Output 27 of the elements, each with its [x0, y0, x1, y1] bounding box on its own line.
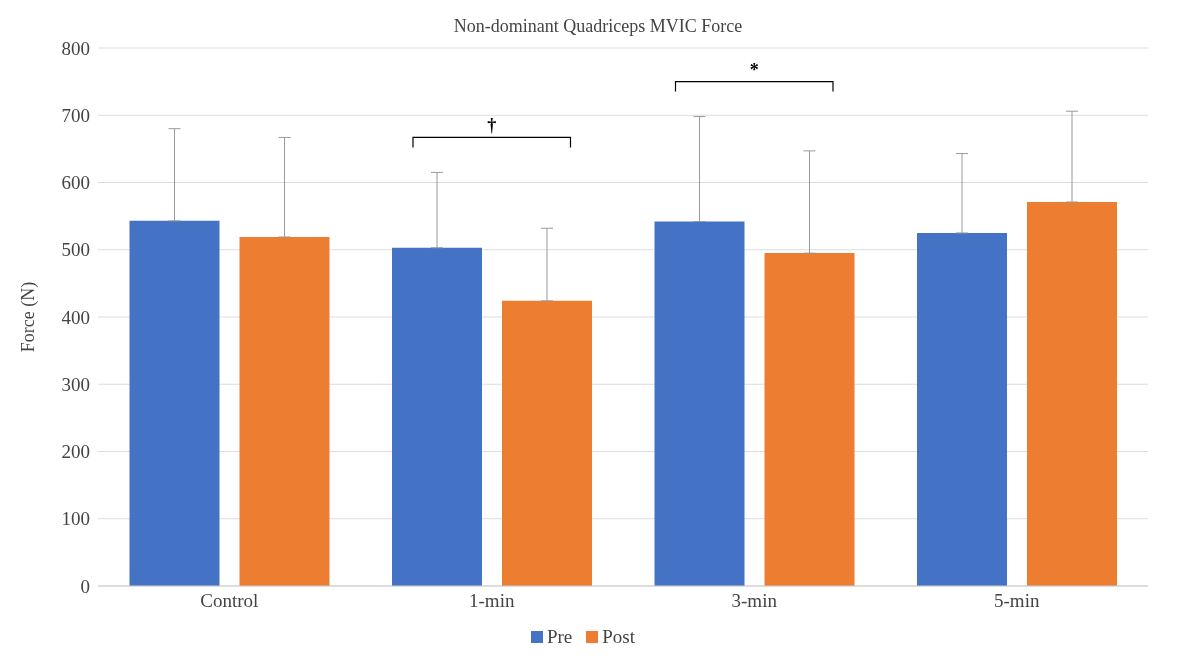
legend-label: Pre	[545, 626, 573, 648]
x-tick-label: Control	[200, 590, 259, 612]
x-tick-label: 1-min	[469, 590, 515, 612]
y-tick-label: 300	[61, 373, 90, 395]
y-tick-label: 700	[61, 105, 90, 126]
bar	[239, 236, 330, 586]
bar	[1027, 202, 1117, 586]
y-tick-label: 800	[61, 37, 90, 59]
bar	[392, 247, 482, 586]
bar	[764, 253, 855, 586]
y-tick-label: 100	[61, 508, 90, 530]
bar	[654, 221, 745, 586]
bar	[502, 300, 592, 586]
y-tick-label: 0	[80, 575, 90, 597]
bar	[917, 232, 1007, 586]
legend-label: Post	[601, 626, 636, 648]
chart-title: Non-dominant Quadriceps MVIC Force	[453, 16, 743, 36]
y-axis-title: Force (N)	[18, 281, 40, 353]
y-tick-label: 500	[61, 239, 90, 261]
y-tick-label: 600	[61, 172, 90, 194]
annotation: *	[749, 59, 759, 80]
x-tick-label: 3-min	[731, 590, 778, 612]
y-tick-label: 400	[61, 306, 90, 328]
bar	[129, 220, 220, 586]
x-tick-label: 5-min	[994, 590, 1040, 612]
annotation: †	[487, 115, 497, 136]
y-tick-label: 200	[61, 441, 90, 463]
